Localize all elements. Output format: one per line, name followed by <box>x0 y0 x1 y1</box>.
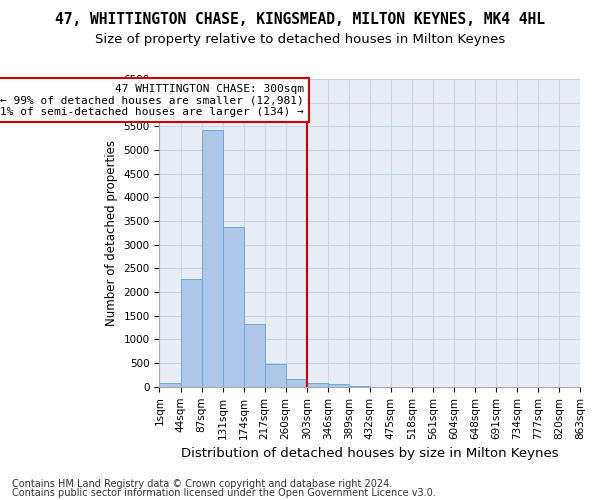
Bar <box>202 130 223 387</box>
Bar <box>265 364 286 387</box>
X-axis label: Distribution of detached houses by size in Milton Keynes: Distribution of detached houses by size … <box>181 447 559 460</box>
Bar <box>160 384 181 387</box>
Bar <box>328 384 349 387</box>
Bar <box>244 324 265 387</box>
Bar <box>307 382 328 387</box>
Text: Contains public sector information licensed under the Open Government Licence v3: Contains public sector information licen… <box>12 488 436 498</box>
Bar <box>286 379 307 387</box>
Bar <box>223 227 244 387</box>
Y-axis label: Number of detached properties: Number of detached properties <box>105 140 118 326</box>
Text: Size of property relative to detached houses in Milton Keynes: Size of property relative to detached ho… <box>95 32 505 46</box>
Text: Contains HM Land Registry data © Crown copyright and database right 2024.: Contains HM Land Registry data © Crown c… <box>12 479 392 489</box>
Bar <box>181 279 202 387</box>
Text: 47 WHITTINGTON CHASE: 300sqm
← 99% of detached houses are smaller (12,981)
1% of: 47 WHITTINGTON CHASE: 300sqm ← 99% of de… <box>0 84 304 117</box>
Text: 47, WHITTINGTON CHASE, KINGSMEAD, MILTON KEYNES, MK4 4HL: 47, WHITTINGTON CHASE, KINGSMEAD, MILTON… <box>55 12 545 28</box>
